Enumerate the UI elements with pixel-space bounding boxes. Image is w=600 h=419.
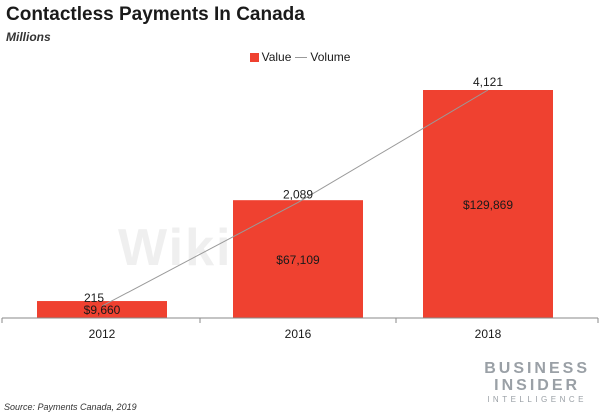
- bar-label-2018: $129,869: [463, 198, 513, 212]
- brand-line-2: INSIDER: [494, 377, 581, 394]
- x-tick-label-2016: 2016: [285, 327, 312, 341]
- bar-label-2012: $9,660: [84, 303, 121, 317]
- bar-value-2016: [233, 200, 363, 318]
- brand-logo: BUSINESS INSIDER INTELLIGENCE: [484, 360, 590, 405]
- bar-value-2012: [37, 301, 167, 318]
- brand-line-1: BUSINESS: [484, 360, 590, 377]
- chart-subtitle: Millions: [6, 30, 51, 44]
- bar-label-2016: $67,109: [276, 253, 320, 267]
- legend-item-volume: Volume: [295, 50, 350, 64]
- volume-label-2012: 215: [84, 291, 104, 305]
- brand-line-3: INTELLIGENCE: [487, 395, 587, 404]
- source-note: Source: Payments Canada, 2019: [4, 402, 137, 412]
- legend-label-volume: Volume: [310, 50, 351, 64]
- legend: Value Volume: [0, 50, 600, 64]
- volume-line: [101, 89, 489, 307]
- bar-value-2018: [423, 90, 553, 318]
- chart-title: Contactless Payments In Canada: [6, 4, 305, 25]
- legend-item-value: Value: [249, 50, 292, 64]
- legend-swatch-value: [249, 52, 259, 62]
- volume-label-2018: 4,121: [473, 75, 503, 89]
- x-tick-label-2012: 2012: [89, 327, 116, 341]
- legend-label-value: Value: [261, 50, 292, 64]
- volume-label-2016: 2,089: [283, 187, 313, 201]
- x-tick-label-2018: 2018: [475, 327, 502, 341]
- legend-line-volume: [295, 56, 308, 58]
